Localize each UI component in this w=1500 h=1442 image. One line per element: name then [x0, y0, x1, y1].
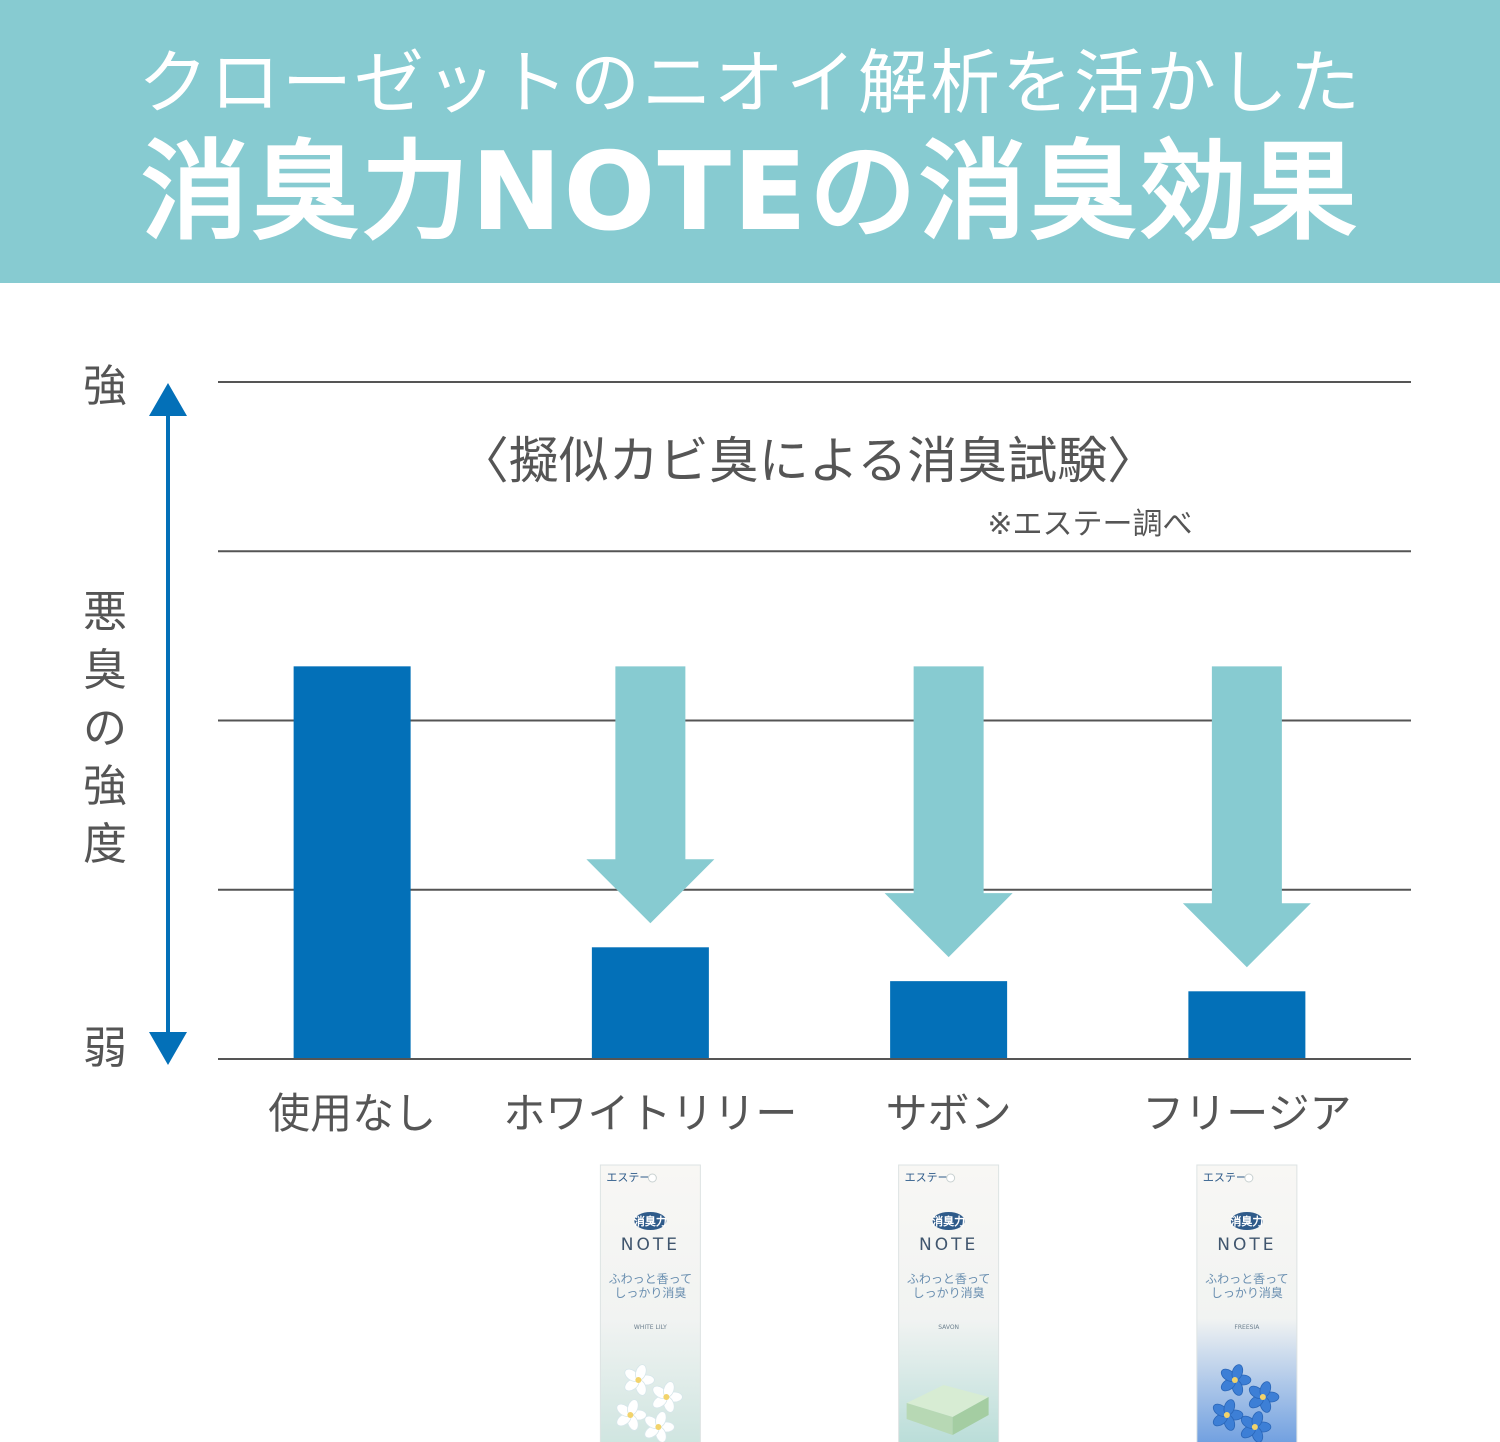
package-logo-text: 消臭力 — [932, 1214, 965, 1228]
hang-hole-icon — [946, 1173, 956, 1183]
category-label: ホワイトリリー — [503, 1089, 797, 1138]
down-arrow-icon — [1182, 666, 1311, 968]
hang-hole-icon — [1244, 1173, 1254, 1183]
y-axis-label-char: 度 — [83, 819, 127, 870]
bar — [591, 947, 709, 1059]
package-catchphrase: ふわっと香って — [907, 1272, 990, 1286]
category-label: フリージア — [1142, 1089, 1351, 1138]
package-logo-text: 消臭力 — [1230, 1214, 1263, 1228]
header-title: 消臭力NOTEの消臭効果 — [141, 130, 1359, 255]
bars — [293, 666, 1306, 1059]
package-product-name: NOTE — [621, 1235, 680, 1255]
package-catchphrase: しっかり消臭 — [614, 1285, 686, 1300]
package-scent-name: FREESIA — [1234, 1324, 1260, 1331]
category-label: サボン — [886, 1089, 1012, 1138]
hang-hole-icon — [647, 1173, 657, 1183]
bar — [1188, 991, 1306, 1059]
reduction-arrows — [586, 666, 1311, 968]
package-scent-name: WHITE LILY — [634, 1324, 667, 1331]
y-axis-label-char: の — [83, 703, 127, 754]
package-product-name: NOTE — [1217, 1235, 1276, 1255]
y-axis-top-label: 強 — [83, 361, 127, 412]
package-catchphrase: ふわっと香って — [1205, 1272, 1288, 1286]
package-brand: エステー — [905, 1171, 949, 1184]
package-brand: エステー — [606, 1171, 650, 1184]
package-body — [1196, 1164, 1298, 1442]
arrow-down-icon — [149, 1032, 187, 1065]
y-axis-label-char: 臭 — [83, 645, 127, 696]
y-axis-label-char: 強 — [83, 761, 127, 812]
package-catchphrase: ふわっと香って — [609, 1272, 692, 1286]
brand-logo-icon — [932, 1212, 965, 1230]
y-axis-label-char: 悪 — [83, 587, 127, 638]
brand-logo-icon — [634, 1212, 667, 1230]
category-label: 使用なし — [268, 1089, 436, 1138]
y-axis-bottom-label: 弱 — [83, 1023, 127, 1074]
package-catchphrase: しっかり消臭 — [1211, 1285, 1283, 1300]
arrow-up-icon — [149, 383, 187, 416]
package-body — [599, 1164, 701, 1442]
chart-title: 〈擬似カビ臭による消臭試験〉 — [459, 432, 1158, 490]
package-logo-text: 消臭力 — [634, 1214, 667, 1228]
header-banner: クローゼットのニオイ解析を活かした 消臭力NOTEの消臭効果 — [0, 0, 1500, 283]
bar — [890, 981, 1008, 1059]
package-scent-name: SAVON — [938, 1324, 959, 1331]
package-catchphrase: しっかり消臭 — [913, 1285, 985, 1300]
category-labels: 使用なし ホワイトリリー サボン フリージア — [268, 1089, 1351, 1138]
bar — [293, 666, 411, 1059]
header-subtitle: クローゼットのニオイ解析を活かした — [138, 42, 1362, 124]
source-note: ※エステー調べ — [987, 507, 1192, 542]
double-arrow-icon — [149, 383, 187, 1065]
brand-logo-icon — [1230, 1212, 1263, 1230]
soap-bar-icon — [906, 1385, 989, 1435]
lily-flower-icon — [616, 1364, 683, 1442]
down-arrow-icon — [884, 666, 1013, 958]
freesia-flower-icon — [1212, 1364, 1280, 1442]
package-product-name: NOTE — [919, 1235, 978, 1255]
down-arrow-icon — [586, 666, 715, 924]
package-brand: エステー — [1203, 1171, 1247, 1184]
